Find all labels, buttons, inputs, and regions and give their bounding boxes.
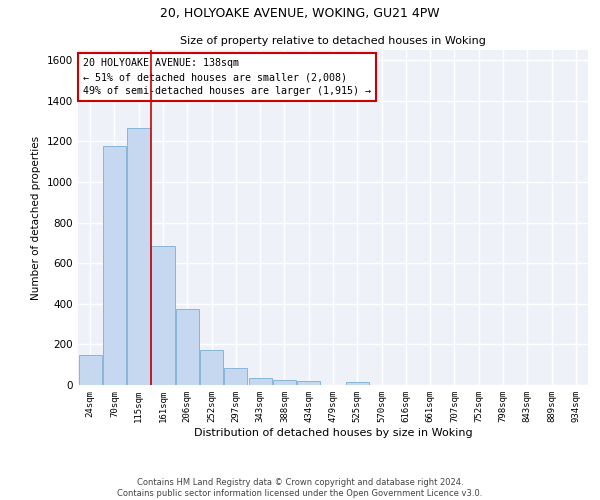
Title: Size of property relative to detached houses in Woking: Size of property relative to detached ho… [180, 36, 486, 46]
Bar [127, 128, 150, 385]
Text: Contains HM Land Registry data © Crown copyright and database right 2024.
Contai: Contains HM Land Registry data © Crown c… [118, 478, 482, 498]
X-axis label: Distribution of detached houses by size in Woking: Distribution of detached houses by size … [194, 428, 472, 438]
Bar [346, 382, 369, 385]
Bar [248, 378, 272, 385]
Y-axis label: Number of detached properties: Number of detached properties [31, 136, 41, 300]
Bar [297, 381, 320, 385]
Bar [200, 350, 223, 385]
Bar [176, 309, 199, 385]
Text: 20 HOLYOAKE AVENUE: 138sqm
← 51% of detached houses are smaller (2,008)
49% of s: 20 HOLYOAKE AVENUE: 138sqm ← 51% of deta… [83, 58, 371, 96]
Bar [224, 368, 247, 385]
Bar [79, 354, 101, 385]
Text: 20, HOLYOAKE AVENUE, WOKING, GU21 4PW: 20, HOLYOAKE AVENUE, WOKING, GU21 4PW [160, 8, 440, 20]
Bar [103, 146, 126, 385]
Bar [273, 380, 296, 385]
Bar [151, 246, 175, 385]
